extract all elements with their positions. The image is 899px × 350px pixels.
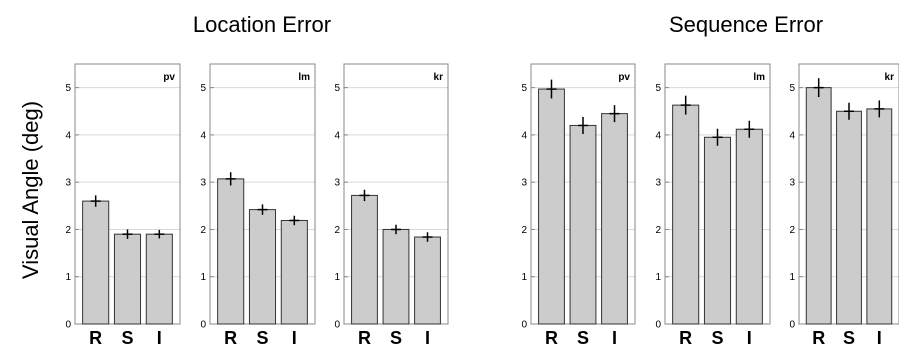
y-tick-label: 5 — [521, 83, 527, 94]
y-axis-label: Visual Angle (deg) — [18, 101, 43, 279]
y-tick-label: 2 — [521, 225, 527, 236]
y-tick-label: 1 — [334, 272, 340, 283]
panel-loc-kr: 0 1 2 3 4 5 kr R S I — [334, 63, 449, 348]
y-tick-label: 3 — [200, 178, 206, 189]
y-tick-label: 2 — [655, 225, 661, 236]
category-label: I — [877, 328, 882, 348]
bar-R — [805, 87, 832, 325]
category-label: I — [292, 328, 297, 348]
panel-seq-lm: 0 1 2 3 4 5 lm R S I — [655, 63, 771, 348]
category-label: I — [747, 328, 752, 348]
bar-R — [672, 104, 700, 325]
y-tick-label: 3 — [334, 178, 340, 189]
subject-label: pv — [618, 72, 630, 83]
y-tick-label: 5 — [789, 83, 795, 94]
y-tick-label: 0 — [521, 320, 527, 331]
category-label: R — [545, 328, 558, 348]
y-tick-label: 3 — [655, 178, 661, 189]
category-label: I — [425, 328, 430, 348]
y-tick-label: 4 — [521, 130, 527, 141]
y-tick-label: 2 — [789, 225, 795, 236]
y-tick-label: 5 — [655, 83, 661, 94]
bar-I — [735, 128, 763, 325]
y-tick-label: 4 — [334, 130, 340, 141]
y-tick-label: 0 — [65, 320, 71, 331]
subject-label: lm — [298, 72, 310, 83]
group-title-location-error: Location Error — [193, 12, 331, 37]
bar-S — [248, 209, 277, 325]
bar-R — [217, 178, 245, 325]
bar-S — [836, 110, 862, 325]
category-label: S — [256, 328, 268, 348]
bar-S — [703, 136, 732, 325]
category-label: R — [812, 328, 825, 348]
panel-loc-pv: 0 1 2 3 4 5 pv R S I — [65, 63, 181, 348]
y-tick-label: 0 — [789, 320, 795, 331]
category-label: R — [89, 328, 102, 348]
panel-loc-lm: 0 1 2 3 4 5 lm R S I — [200, 63, 316, 348]
bar-I — [145, 233, 173, 325]
y-tick-label: 4 — [200, 130, 206, 141]
category-label: I — [612, 328, 617, 348]
bar-S — [113, 233, 142, 325]
y-tick-label: 2 — [334, 225, 340, 236]
bar-R — [82, 200, 110, 325]
panel-seq-kr: 0 1 2 3 4 5 kr R S I — [789, 63, 899, 348]
y-tick-label: 5 — [334, 83, 340, 94]
y-tick-label: 3 — [521, 178, 527, 189]
subject-label: kr — [885, 72, 895, 83]
category-label: R — [224, 328, 237, 348]
bar-R — [351, 194, 378, 325]
category-label: S — [711, 328, 723, 348]
y-tick-label: 4 — [789, 130, 795, 141]
y-tick-label: 2 — [65, 225, 71, 236]
category-label: I — [157, 328, 162, 348]
bar-R — [538, 88, 565, 325]
y-tick-label: 1 — [521, 272, 527, 283]
bar-S — [569, 124, 597, 325]
y-tick-label: 5 — [65, 83, 71, 94]
y-tick-label: 3 — [65, 178, 71, 189]
y-tick-label: 1 — [200, 272, 206, 283]
y-tick-label: 5 — [200, 83, 206, 94]
category-label: S — [121, 328, 133, 348]
bar-I — [280, 219, 308, 325]
y-tick-label: 1 — [789, 272, 795, 283]
y-tick-label: 1 — [655, 272, 661, 283]
bar-I — [601, 113, 628, 325]
bar-I — [414, 236, 441, 325]
group-title-sequence-error: Sequence Error — [669, 12, 823, 37]
panel-seq-pv: 0 1 2 3 4 5 pv R S I — [521, 63, 636, 348]
y-tick-label: 1 — [65, 272, 71, 283]
category-label: R — [679, 328, 692, 348]
y-tick-label: 0 — [200, 320, 206, 331]
y-tick-label: 0 — [334, 320, 340, 331]
y-tick-label: 4 — [655, 130, 661, 141]
category-label: R — [358, 328, 371, 348]
subject-label: lm — [753, 72, 765, 83]
y-tick-label: 3 — [789, 178, 795, 189]
bar-S — [382, 228, 410, 325]
y-tick-label: 2 — [200, 225, 206, 236]
y-tick-label: 4 — [65, 130, 71, 141]
y-tick-label: 0 — [655, 320, 661, 331]
category-label: S — [390, 328, 402, 348]
subject-label: kr — [434, 72, 444, 83]
subject-label: pv — [163, 72, 175, 83]
category-label: S — [843, 328, 855, 348]
category-label: S — [577, 328, 589, 348]
bar-I — [866, 108, 893, 325]
